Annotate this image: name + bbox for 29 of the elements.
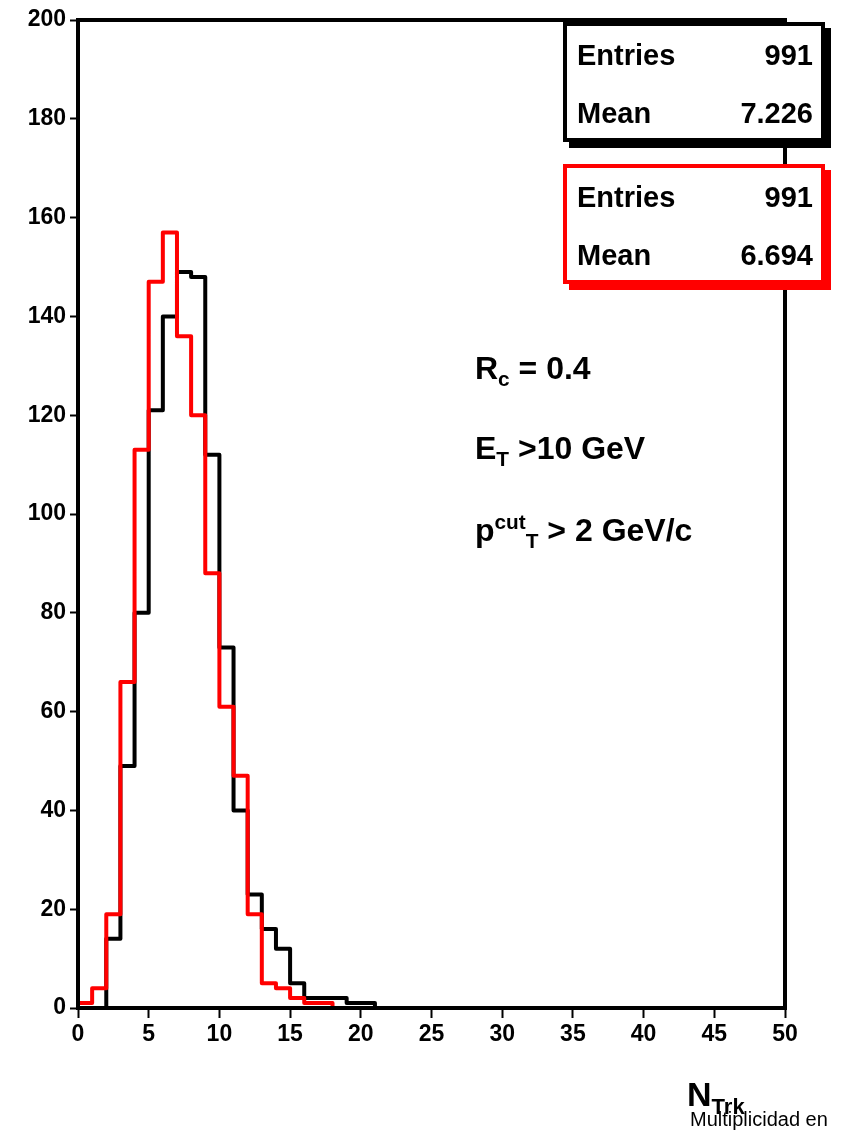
x-tick-label: 20 [348, 1020, 374, 1047]
x-tick-label: 0 [71, 1020, 85, 1047]
x-tick-label: 40 [630, 1020, 657, 1047]
y-tick-label: 100 [27, 499, 66, 526]
annotation: R$_{c}$ = 0.4 [475, 350, 591, 392]
x-tick-label: 10 [206, 1020, 233, 1047]
x-tick-label: 25 [418, 1020, 445, 1047]
y-tick-label: 40 [40, 795, 66, 822]
y-tick-label: 140 [27, 301, 66, 328]
y-tick-label: 0 [53, 993, 66, 1020]
x-tick-label: 5 [142, 1020, 156, 1047]
x-tick-label: 15 [277, 1020, 304, 1047]
y-tick-label: 20 [40, 894, 66, 921]
x-tick-label: 45 [701, 1020, 728, 1047]
y-tick-label: 200 [27, 5, 66, 32]
text: Entries 991 [577, 38, 813, 71]
y-tick-label: 160 [27, 202, 66, 229]
y-tick-label: 180 [27, 104, 66, 131]
y-tick-label: 80 [40, 598, 66, 625]
text: Mean 6.694 [577, 238, 813, 271]
annotation: E$_{T}$ >10 GeV [475, 430, 646, 472]
y-tick-label: 120 [27, 400, 66, 427]
x-tick-label: 50 [772, 1020, 798, 1047]
x-tick-label: 35 [560, 1020, 586, 1047]
annotation: p$^{cut}$$_{T}$ > 2 GeV/c [475, 510, 693, 554]
text: Mean 7.226 [577, 96, 813, 129]
text: Entries 991 [577, 180, 813, 213]
y-tick-label: 60 [40, 696, 66, 723]
x-tick-label: 30 [489, 1020, 515, 1047]
